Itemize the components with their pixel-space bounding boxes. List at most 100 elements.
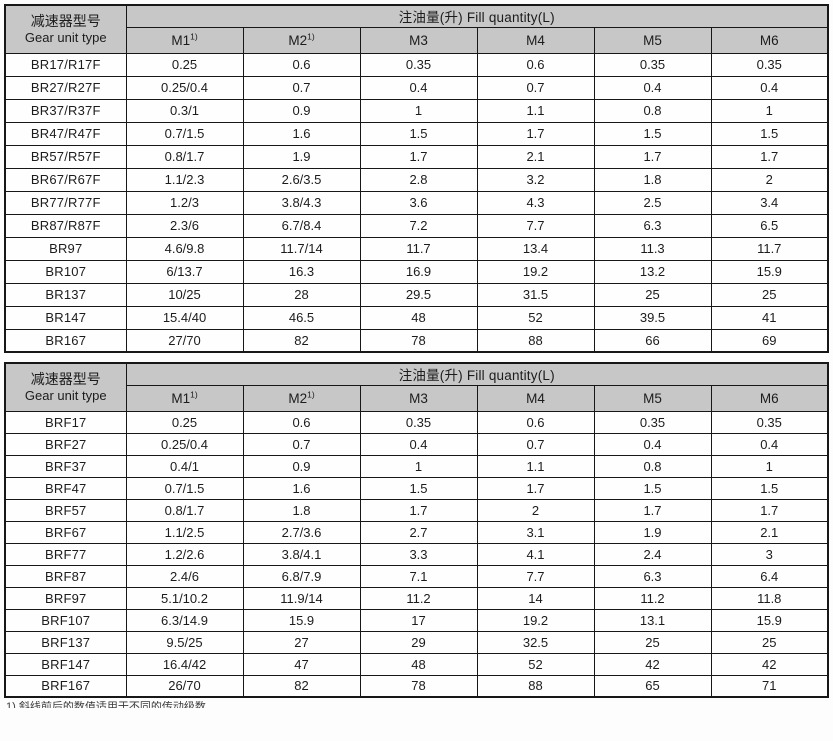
gear-unit-type-header-cn: 减速器型号: [30, 12, 101, 29]
fill-quantity-cell: 2.7/3.6: [242, 520, 361, 544]
fill-quantity-cell: 0.7: [476, 75, 595, 100]
gear-unit-type-cell: BR87/R87F: [4, 213, 127, 238]
gear-unit-type-cell: BR37/R37F: [4, 98, 127, 123]
fill-quantity-cell: 3.6: [359, 190, 478, 215]
fill-quantity-cell: 66: [593, 328, 712, 353]
fill-quantity-cell: 2: [476, 498, 595, 522]
fill-quantity-cell: 29: [359, 630, 478, 654]
fill-quantity-cell: 1.1/2.3: [125, 167, 244, 192]
fill-quantity-cell: 16.9: [359, 259, 478, 284]
gear-unit-type-header: 减速器型号 Gear unit type: [4, 362, 127, 412]
fill-quantity-cell: 0.4: [710, 75, 829, 100]
fill-quantity-cell: 1.7: [710, 144, 829, 169]
gear-unit-type-cell: BR77/R77F: [4, 190, 127, 215]
fill-quantity-cell: 11.2: [359, 586, 478, 610]
fill-quantity-cell: 11.9/14: [242, 586, 361, 610]
fill-quantity-cell: 0.7: [242, 432, 361, 456]
table-header: 减速器型号 Gear unit type 注油量(升) Fill quantit…: [4, 4, 829, 54]
fill-quantity-cell: 1.5: [593, 121, 712, 146]
gear-unit-type-cell: BRF97: [4, 586, 127, 610]
fill-quantity-cell: 0.7: [476, 432, 595, 456]
gear-unit-type-cell: BR137: [4, 282, 127, 307]
fill-quantity-cell: 1: [710, 98, 829, 123]
fill-quantity-cell: 2.4: [593, 542, 712, 566]
fill-quantity-cell: 0.25: [125, 410, 244, 434]
fill-quantity-cell: 0.25: [125, 52, 244, 77]
gear-unit-type-cell: BRF37: [4, 454, 127, 478]
table-row: BR167 27/70 82 78 88 66 69: [4, 328, 829, 353]
fill-quantity-cell: 6.3: [593, 564, 712, 588]
fill-quantity-cell: 11.2: [593, 586, 712, 610]
fill-quantity-cell: 6.5: [710, 213, 829, 238]
table-row: BR37/R37F 0.3/1 0.9 1 1.1 0.8 1: [4, 98, 829, 123]
fill-quantity-cell: 11.8: [710, 586, 829, 610]
fill-quantity-cell: 2.5: [593, 190, 712, 215]
fill-quantity-cell: 82: [242, 674, 361, 698]
fill-quantity-cell: 25: [710, 282, 829, 307]
fill-quantity-cell: 1.5: [359, 121, 478, 146]
column-header-m5: M5: [593, 26, 712, 54]
fill-quantity-cell: 65: [593, 674, 712, 698]
table-row: BRF67 1.1/2.5 2.7/3.6 2.7 3.1 1.9 2.1: [4, 520, 829, 544]
table-row: BR137 10/25 28 29.5 31.5 25 25: [4, 282, 829, 307]
fill-quantity-cell: 2.1: [710, 520, 829, 544]
fill-quantity-header: 注油量(升) Fill quantity(L): [125, 4, 829, 28]
fill-quantity-cell: 1.5: [710, 121, 829, 146]
table-row: BRF87 2.4/6 6.8/7.9 7.1 7.7 6.3 6.4: [4, 564, 829, 588]
gear-unit-type-cell: BR167: [4, 328, 127, 353]
fill-quantity-cell: 78: [359, 328, 478, 353]
fill-quantity-cell: 0.6: [476, 52, 595, 77]
fill-quantity-cell: 0.3/1: [125, 98, 244, 123]
fill-quantity-cell: 2.1: [476, 144, 595, 169]
fill-quantity-cell: 5.1/10.2: [125, 586, 244, 610]
fill-quantity-cell: 0.7/1.5: [125, 121, 244, 146]
fill-quantity-cell: 42: [593, 652, 712, 676]
fill-quantity-cell: 1: [710, 454, 829, 478]
fill-quantity-cell: 6.7/8.4: [242, 213, 361, 238]
table-body: BRF17 0.25 0.6 0.35 0.6 0.35 0.35 BRF27 0.25/0.4…: [4, 410, 829, 698]
fill-quantity-cell: 0.7: [242, 75, 361, 100]
fill-quantity-cell: 1.8: [593, 167, 712, 192]
fill-quantity-cell: 0.35: [593, 52, 712, 77]
gear-unit-type-cell: BRF167: [4, 674, 127, 698]
table-row: BRF37 0.4/1 0.9 1 1.1 0.8 1: [4, 454, 829, 478]
gear-unit-type-cell: BRF147: [4, 652, 127, 676]
fill-quantity-cell: 3.8/4.1: [242, 542, 361, 566]
fill-quantity-cell: 6.8/7.9: [242, 564, 361, 588]
fill-quantity-cell: 1.7: [710, 498, 829, 522]
fill-quantity-cell: 7.1: [359, 564, 478, 588]
fill-quantity-cell: 1.7: [593, 498, 712, 522]
column-header-m2: M21): [242, 26, 361, 54]
table-row: BRF137 9.5/25 27 29 32.5 25 25: [4, 630, 829, 654]
gear-unit-type-header-cn: 减速器型号: [30, 370, 101, 387]
fill-quantity-cell: 29.5: [359, 282, 478, 307]
column-header-m4: M4: [476, 384, 595, 412]
footnote-marker: 1): [190, 31, 198, 41]
fill-quantity-cell: 88: [476, 328, 595, 353]
fill-quantity-cell: 6/13.7: [125, 259, 244, 284]
table-row: BRF57 0.8/1.7 1.8 1.7 2 1.7 1.7: [4, 498, 829, 522]
gear-unit-type-cell: BR107: [4, 259, 127, 284]
fill-quantity-cell: 1: [359, 454, 478, 478]
gear-unit-type-cell: BRF87: [4, 564, 127, 588]
table-body: BR17/R17F 0.25 0.6 0.35 0.6 0.35 0.35 BR27/R27F…: [4, 52, 829, 353]
table-gap: [4, 353, 829, 362]
fill-quantity-cell: 0.25/0.4: [125, 432, 244, 456]
fill-quantity-cell: 0.4: [359, 75, 478, 100]
table-row: BR77/R77F 1.2/3 3.8/4.3 3.6 4.3 2.5 3.4: [4, 190, 829, 215]
fill-quantity-cell: 1.7: [593, 144, 712, 169]
fill-quantity-cell: 0.4: [710, 432, 829, 456]
fill-quantity-cell: 27/70: [125, 328, 244, 353]
gear-unit-type-cell: BRF107: [4, 608, 127, 632]
fill-quantity-cell: 1.7: [359, 498, 478, 522]
fill-quantity-cell: 0.9: [242, 98, 361, 123]
fill-quantity-cell: 19.2: [476, 259, 595, 284]
fill-quantity-cell: 42: [710, 652, 829, 676]
footnote-marker: 1): [307, 31, 315, 41]
fill-quantity-cell: 1.7: [476, 476, 595, 500]
fill-quantity-cell: 32.5: [476, 630, 595, 654]
gear-unit-type-cell: BR17/R17F: [4, 52, 127, 77]
fill-quantity-cell: 1.9: [242, 144, 361, 169]
table-row: BR27/R27F 0.25/0.4 0.7 0.4 0.7 0.4 0.4: [4, 75, 829, 100]
